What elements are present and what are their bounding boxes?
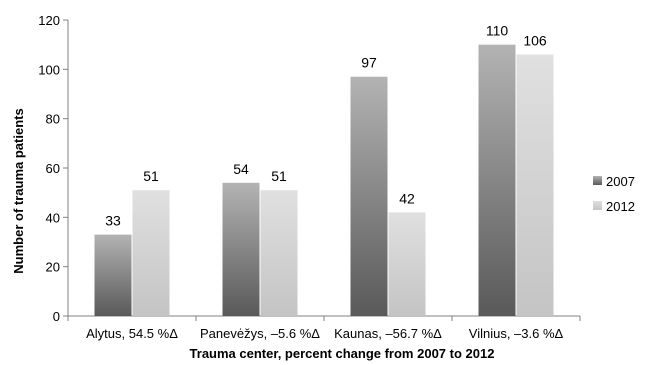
y-tick-label: 40 — [46, 210, 60, 225]
bar-2012-2 — [388, 212, 426, 316]
y-tick-label: 20 — [46, 260, 60, 275]
bar-2007-2 — [350, 76, 388, 316]
y-tick-label: 60 — [46, 161, 60, 176]
legend-label-2012: 2012 — [606, 199, 635, 214]
data-label-2012-3: 106 — [523, 33, 547, 49]
legend: 2007 2012 — [593, 174, 635, 214]
legend-swatch-2012 — [593, 201, 602, 210]
data-label-2007-3: 110 — [486, 23, 509, 39]
category-label: Alytus, 54.5 %Δ — [86, 326, 178, 341]
y-tick-label: 120 — [38, 13, 60, 28]
category-label: Kaunas, –56.7 %Δ — [334, 326, 442, 341]
legend-label-2007: 2007 — [606, 174, 635, 189]
category-label: Vilnius, –3.6 %Δ — [469, 326, 564, 341]
bar-2012-1 — [260, 190, 298, 316]
y-tick-label: 80 — [46, 112, 60, 127]
y-tick-label: 0 — [53, 309, 60, 324]
data-label-2012-2: 42 — [399, 190, 415, 206]
legend-swatch-2007 — [593, 176, 602, 185]
x-axis-title: Trauma center, percent change from 2007 … — [190, 346, 495, 361]
bar-2007-0 — [94, 234, 132, 316]
bar-2012-0 — [132, 190, 170, 316]
y-axis: 0 20 40 60 80 100 120 — [38, 13, 69, 324]
data-label-2007-1: 54 — [233, 161, 249, 177]
category-label: Panevėžys, –5.6 %Δ — [200, 326, 320, 341]
data-label-2012-0: 51 — [143, 168, 159, 184]
bar-2012-3 — [516, 54, 554, 317]
data-label-2007-0: 33 — [105, 213, 121, 229]
bars-group — [94, 44, 554, 317]
bar-2007-1 — [222, 182, 260, 316]
y-axis-title: Number of trauma patients — [11, 108, 26, 273]
data-labels-group: 33 51 54 51 97 42 110 106 — [105, 23, 547, 229]
y-tick-label: 100 — [38, 62, 60, 77]
data-label-2007-2: 97 — [361, 55, 377, 71]
category-labels-group: Alytus, 54.5 %Δ Panevėžys, –5.6 %Δ Kaunas,… — [86, 326, 563, 341]
x-axis — [67, 315, 581, 321]
data-label-2012-1: 51 — [271, 168, 287, 184]
bar-2007-3 — [478, 44, 516, 317]
